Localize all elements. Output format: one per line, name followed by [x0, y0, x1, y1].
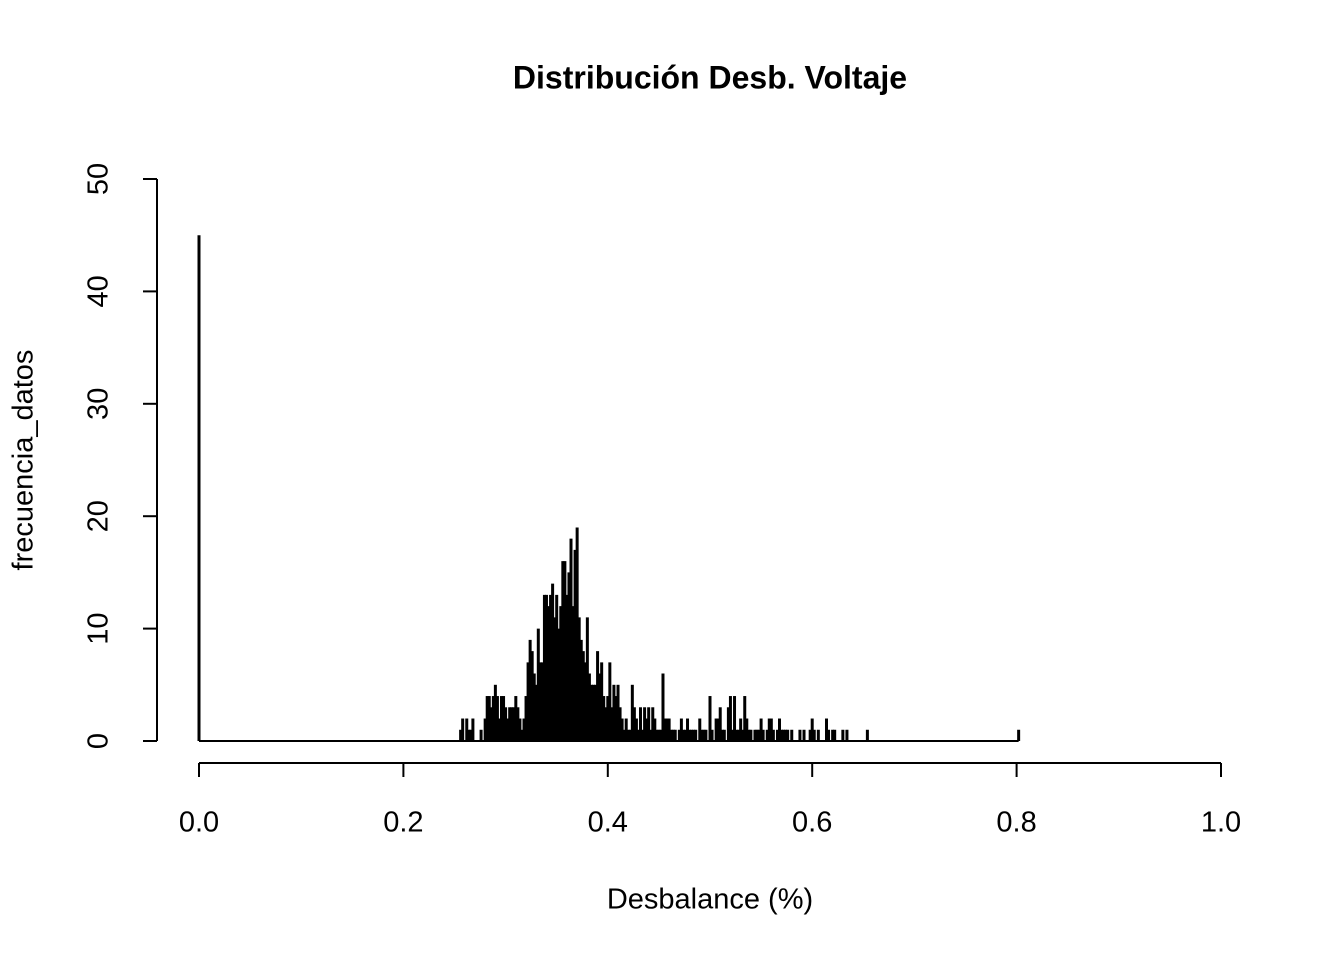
x-tick-label: 1.0	[1201, 807, 1241, 839]
x-tick-label: 0.8	[996, 807, 1036, 839]
y-tick-label: 30	[83, 388, 115, 420]
x-tick-label: 0.2	[383, 807, 423, 839]
x-tick-label: 0.4	[588, 807, 628, 839]
y-tick-label: 20	[83, 500, 115, 532]
y-tick-label: 40	[83, 275, 115, 307]
y-tick-label: 50	[83, 163, 115, 195]
x-tick-label: 0.6	[792, 807, 832, 839]
y-axis-label: frecuencia_datos	[8, 350, 40, 571]
y-tick-label: 0	[83, 733, 115, 749]
chart-title: Distribución Desb. Voltaje	[513, 59, 907, 95]
x-axis-label: Desbalance (%)	[607, 884, 813, 916]
y-tick-label: 10	[83, 612, 115, 644]
x-tick-label: 0.0	[179, 807, 219, 839]
